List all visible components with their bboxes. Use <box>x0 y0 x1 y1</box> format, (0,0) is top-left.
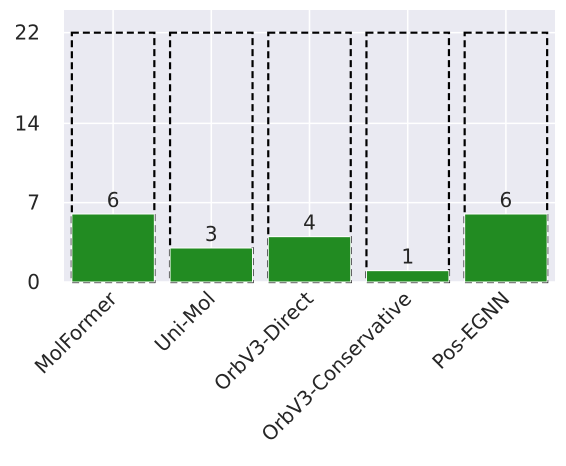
bar-value-label: 1 <box>401 245 414 269</box>
bar-pos-egnn <box>464 213 548 283</box>
bar-orbv3-direct <box>267 236 352 283</box>
bar-molformer <box>71 213 155 283</box>
bar-value-labels: 6 3 4 1 6 <box>107 188 513 269</box>
bar-value-label: 6 <box>500 188 513 212</box>
x-tick-label: MolFormer <box>30 286 122 378</box>
bar-value-label: 6 <box>107 188 120 212</box>
bar-orbv3-conservative <box>365 270 450 283</box>
bars <box>71 213 548 283</box>
y-tick-label: 0 <box>27 270 40 294</box>
bar-value-label: 3 <box>205 222 218 246</box>
y-tick-label: 14 <box>15 111 40 135</box>
y-tick-label: 7 <box>27 191 40 215</box>
y-tick-label: 22 <box>15 21 40 45</box>
bar-uni-mol <box>169 247 254 283</box>
x-axis-ticks: MolFormer Uni-MolOrbV3-DirectOrbV3-Conser… <box>30 286 515 446</box>
x-tick-label: Pos-EGNN <box>427 287 514 374</box>
x-tick-label: Uni-Mol <box>150 287 220 357</box>
x-tick-label: OrbV3-Direct <box>209 286 318 395</box>
bar-value-label: 4 <box>303 211 316 235</box>
y-axis-ticks: 0 7 14 22 <box>15 21 40 294</box>
